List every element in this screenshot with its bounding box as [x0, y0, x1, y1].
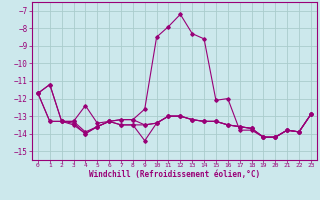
X-axis label: Windchill (Refroidissement éolien,°C): Windchill (Refroidissement éolien,°C) — [89, 170, 260, 179]
